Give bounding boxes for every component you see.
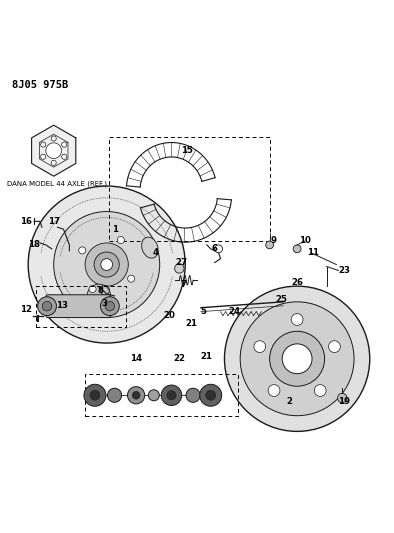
- Text: 9: 9: [271, 237, 277, 246]
- Text: 8: 8: [98, 286, 104, 295]
- Text: 25: 25: [275, 295, 287, 304]
- Text: 18: 18: [28, 240, 40, 249]
- Polygon shape: [32, 125, 76, 176]
- Text: 11: 11: [307, 248, 319, 257]
- Text: 23: 23: [338, 266, 350, 275]
- Circle shape: [105, 302, 115, 311]
- Text: DANA MODEL 44 AXLE (REF.): DANA MODEL 44 AXLE (REF.): [7, 181, 107, 188]
- Text: 14: 14: [130, 354, 142, 364]
- Text: 19: 19: [338, 398, 350, 407]
- Text: 8J05 975B: 8J05 975B: [13, 80, 69, 90]
- Text: 27: 27: [175, 258, 188, 267]
- Text: 21: 21: [201, 352, 213, 361]
- Circle shape: [269, 332, 325, 386]
- Text: 26: 26: [291, 278, 303, 287]
- Text: 16: 16: [20, 217, 32, 226]
- Circle shape: [41, 154, 46, 159]
- Text: 4: 4: [153, 248, 159, 257]
- Text: 13: 13: [56, 301, 67, 310]
- Circle shape: [84, 384, 106, 406]
- Circle shape: [254, 341, 266, 352]
- Circle shape: [46, 143, 61, 158]
- Text: 15: 15: [181, 146, 193, 155]
- Circle shape: [314, 385, 326, 397]
- Circle shape: [215, 245, 223, 253]
- Circle shape: [293, 245, 301, 253]
- Circle shape: [37, 297, 56, 316]
- Text: 10: 10: [299, 237, 311, 246]
- Circle shape: [89, 286, 96, 293]
- Circle shape: [79, 247, 86, 254]
- Text: 24: 24: [228, 307, 240, 316]
- Text: 2: 2: [286, 398, 292, 407]
- Circle shape: [132, 391, 140, 399]
- Circle shape: [148, 390, 159, 401]
- Circle shape: [175, 264, 184, 273]
- Circle shape: [85, 243, 128, 286]
- Circle shape: [108, 388, 122, 402]
- Text: 21: 21: [185, 319, 197, 328]
- Circle shape: [42, 302, 52, 311]
- Text: 5: 5: [200, 307, 206, 316]
- Circle shape: [62, 154, 67, 159]
- Circle shape: [54, 212, 160, 318]
- Circle shape: [51, 160, 56, 165]
- Circle shape: [62, 142, 67, 147]
- Circle shape: [206, 390, 216, 400]
- Circle shape: [338, 393, 347, 403]
- Circle shape: [240, 302, 354, 416]
- Circle shape: [41, 142, 46, 147]
- Circle shape: [94, 252, 119, 277]
- Circle shape: [128, 386, 145, 404]
- Text: 17: 17: [48, 217, 60, 226]
- Circle shape: [268, 385, 280, 397]
- Circle shape: [117, 237, 125, 244]
- Text: 6: 6: [212, 244, 217, 253]
- Circle shape: [167, 391, 176, 400]
- Text: 22: 22: [173, 354, 185, 364]
- Circle shape: [87, 284, 111, 308]
- Circle shape: [266, 241, 273, 249]
- Circle shape: [100, 297, 119, 316]
- Circle shape: [128, 275, 135, 282]
- Text: 3: 3: [102, 300, 108, 308]
- Circle shape: [28, 186, 185, 343]
- Circle shape: [161, 385, 182, 406]
- Text: 20: 20: [164, 311, 175, 320]
- Text: 1: 1: [112, 225, 117, 233]
- Circle shape: [282, 344, 312, 374]
- FancyBboxPatch shape: [46, 295, 111, 318]
- Circle shape: [329, 341, 340, 352]
- Text: 7: 7: [180, 280, 186, 289]
- Circle shape: [101, 259, 113, 270]
- Circle shape: [200, 384, 222, 406]
- Circle shape: [291, 313, 303, 325]
- Ellipse shape: [141, 237, 158, 258]
- Circle shape: [90, 390, 100, 400]
- Circle shape: [51, 136, 56, 141]
- Circle shape: [186, 388, 200, 402]
- Text: 12: 12: [20, 305, 32, 314]
- Circle shape: [225, 286, 370, 431]
